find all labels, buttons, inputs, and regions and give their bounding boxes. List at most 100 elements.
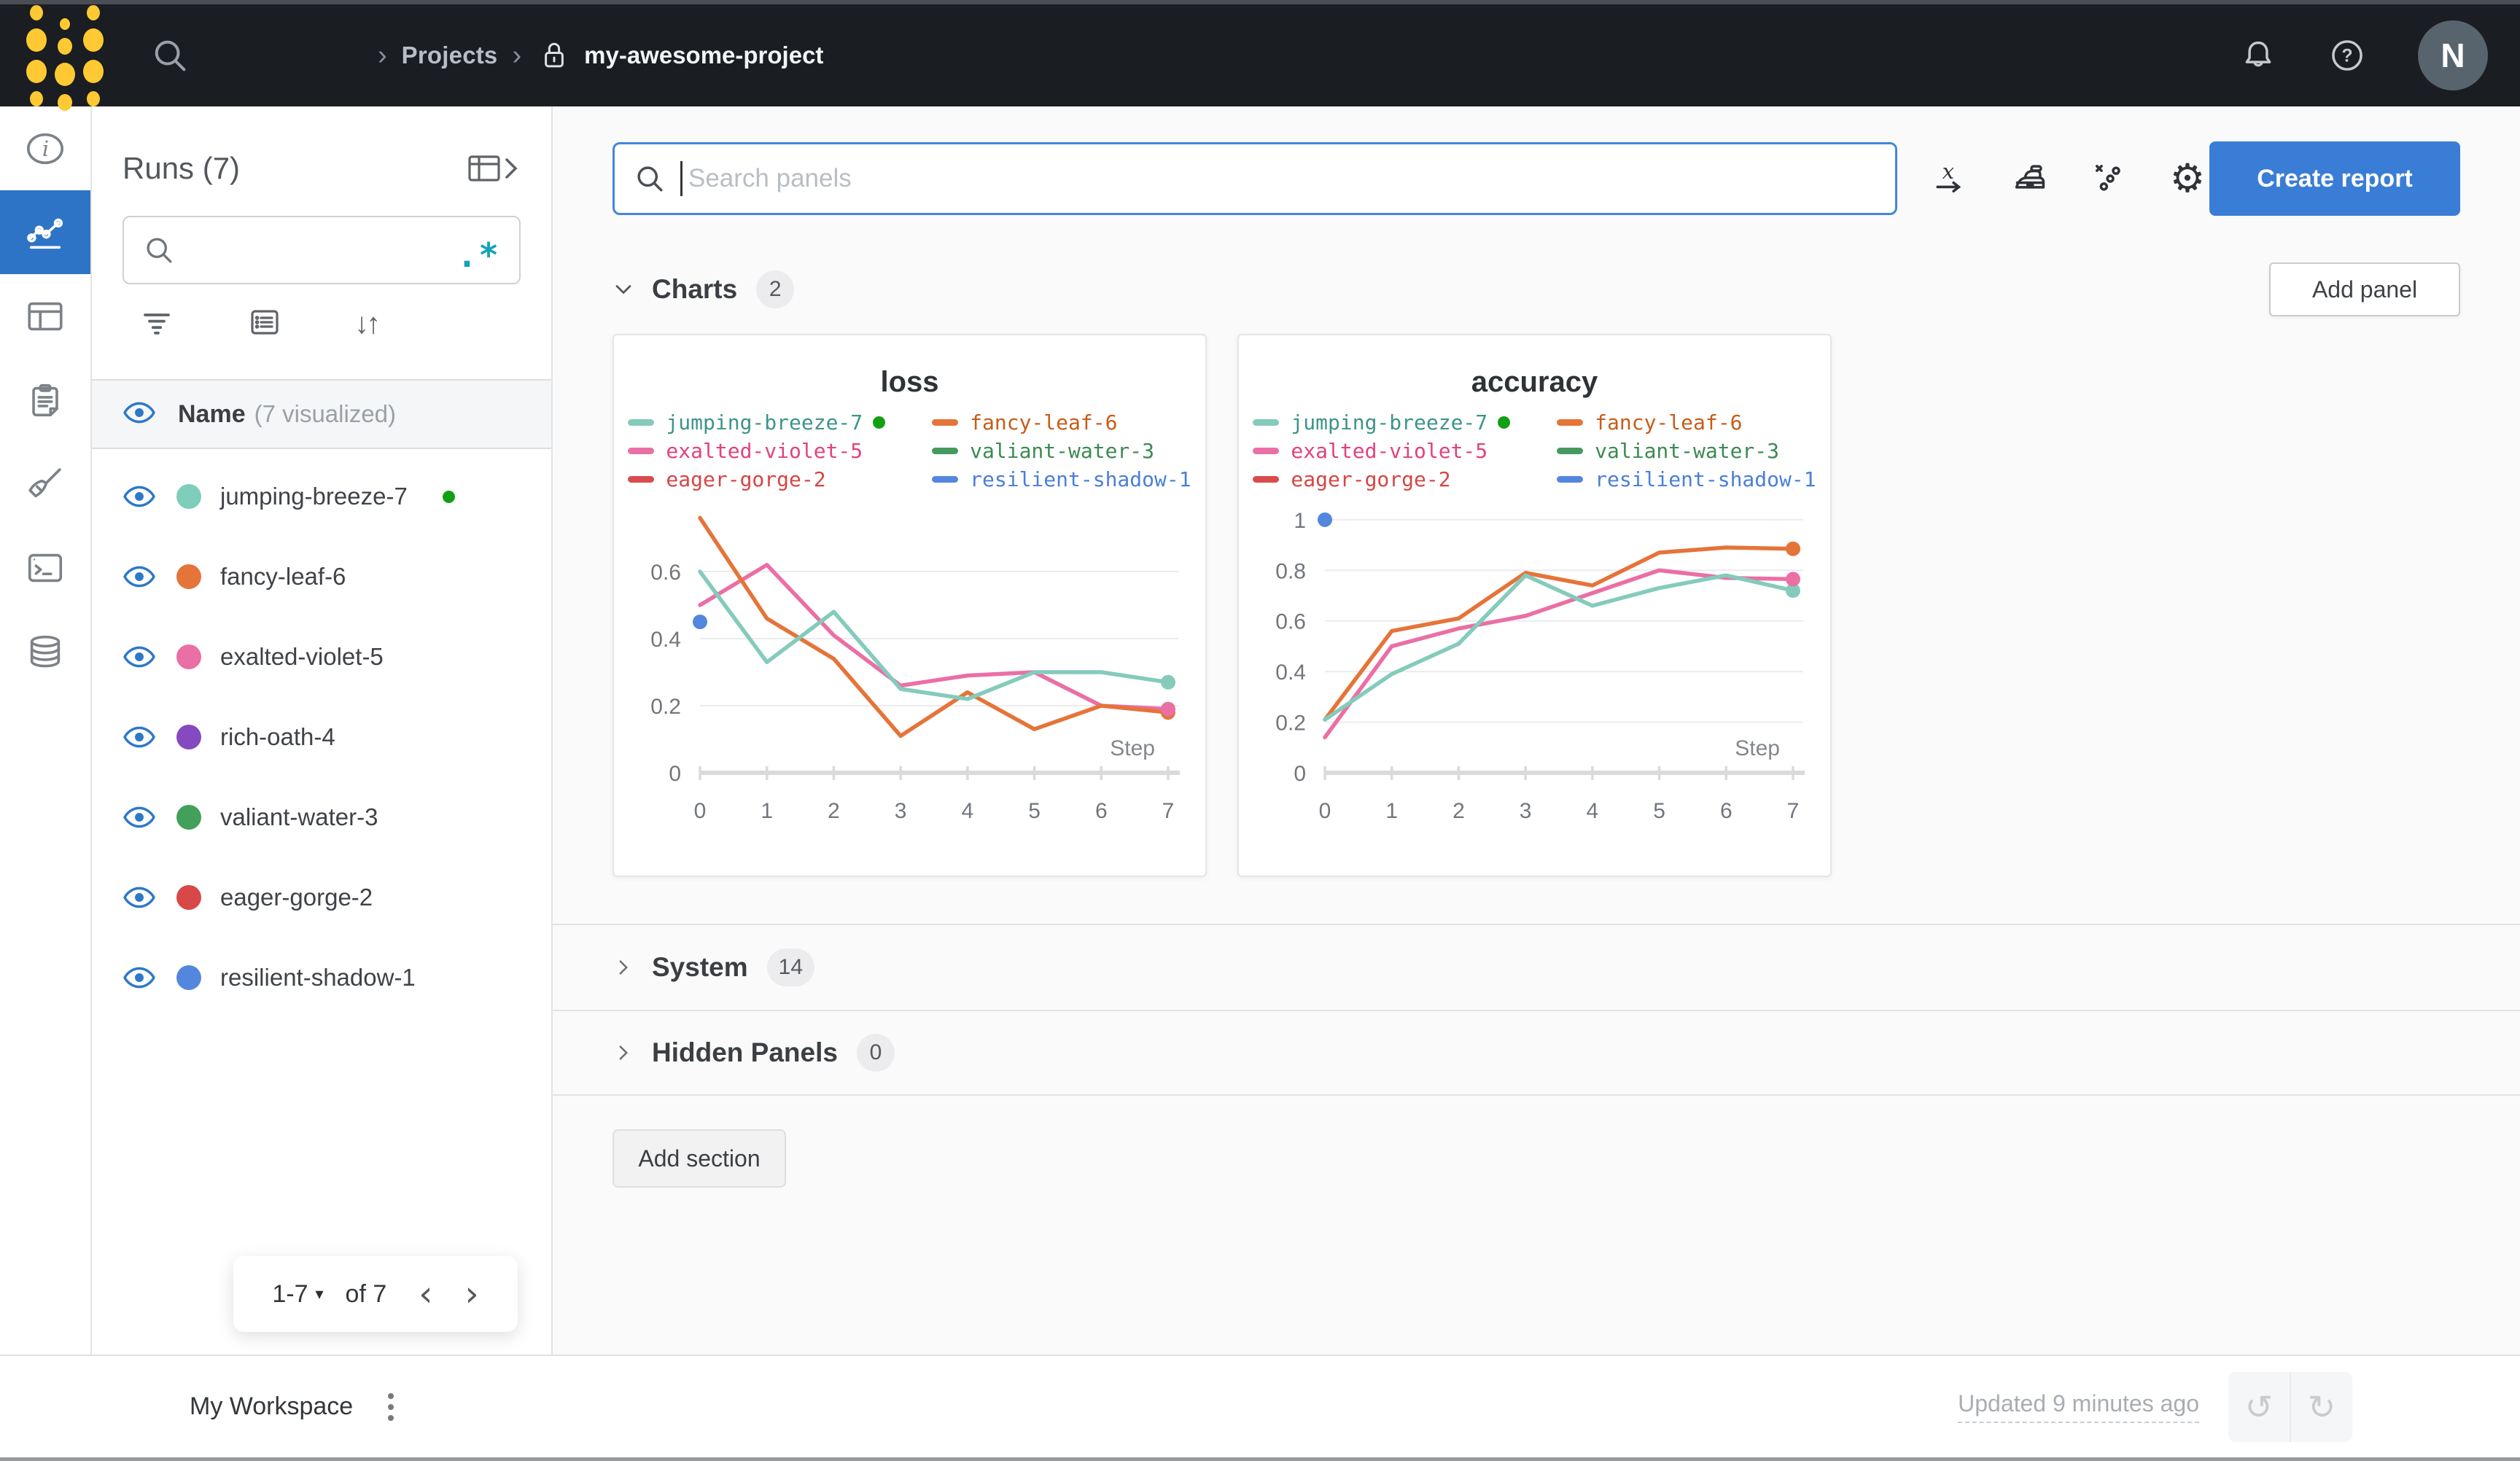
svg-text:1: 1 xyxy=(761,799,773,823)
previous-page-button[interactable]: ‹ xyxy=(419,1274,433,1314)
run-row-jumping-breeze-7[interactable]: jumping-breeze-7 xyxy=(122,456,521,537)
legend-swatch xyxy=(932,476,959,483)
section-system-header[interactable]: System 14 xyxy=(553,924,2520,1010)
visibility-eye-icon[interactable] xyxy=(122,961,156,994)
run-search-input[interactable]: .* xyxy=(122,216,521,284)
global-search-button[interactable] xyxy=(150,36,190,75)
add-section-button[interactable]: Add section xyxy=(612,1129,786,1188)
page-size-dropdown[interactable]: 1-7 ▾ xyxy=(272,1280,323,1309)
run-color-dot xyxy=(176,564,201,589)
add-panel-button[interactable]: Add panel xyxy=(2269,262,2460,316)
legend-entry-valiant-water-3[interactable]: valiant-water-3 xyxy=(1557,439,1816,463)
legend-entry-eager-gorge-2[interactable]: eager-gorge-2 xyxy=(628,467,885,491)
run-row-exalted-violet-5[interactable]: exalted-violet-5 xyxy=(122,617,521,697)
legend-entry-jumping-breeze-7[interactable]: jumping-breeze-7 xyxy=(1253,410,1511,435)
svg-text:2: 2 xyxy=(1452,799,1465,823)
rail-item-logs[interactable] xyxy=(0,526,90,609)
chevron-right-icon: › xyxy=(378,39,387,71)
workspace-menu-kebab-icon[interactable] xyxy=(381,1386,401,1428)
legend-entry-jumping-breeze-7[interactable]: jumping-breeze-7 xyxy=(628,410,886,435)
panels-icon xyxy=(27,218,63,249)
breadcrumb-projects-link[interactable]: Projects xyxy=(401,42,498,69)
svg-text:1: 1 xyxy=(1385,799,1398,823)
outliers-button[interactable] xyxy=(2090,160,2128,198)
run-live-indicator xyxy=(442,490,455,503)
visibility-eye-icon[interactable] xyxy=(122,881,156,914)
last-updated-status[interactable]: Updated 9 minutes ago xyxy=(1958,1390,2199,1423)
runs-list-header[interactable]: Name (7 visualized) xyxy=(92,379,551,449)
rail-item-sweeps[interactable] xyxy=(0,442,90,526)
chart-legend: jumping-breeze-7 fancy-leaf-6 exalted-viol… xyxy=(1239,410,1830,491)
visibility-eye-icon[interactable] xyxy=(122,560,156,593)
legend-entry-resilient-shadow-1[interactable]: resilient-shadow-1 xyxy=(1557,467,1816,491)
legend-entry-valiant-water-3[interactable]: valiant-water-3 xyxy=(932,439,1191,463)
rail-item-runs-table[interactable] xyxy=(0,274,90,358)
workspace-name[interactable]: My Workspace xyxy=(190,1392,354,1420)
section-hidden-panels-label: Hidden Panels xyxy=(652,1037,838,1067)
workspace-settings-gear-icon[interactable]: ⚙ xyxy=(2169,155,2206,201)
legend-swatch xyxy=(1253,448,1280,454)
text-caret xyxy=(680,161,682,196)
x-axis-settings-button[interactable]: x xyxy=(1932,160,1970,198)
section-charts-header[interactable]: Charts 2 Add panel xyxy=(612,262,2460,316)
wandb-logo[interactable] xyxy=(26,4,104,111)
legend-entry-eager-gorge-2[interactable]: eager-gorge-2 xyxy=(1253,467,1510,491)
legend-entry-exalted-violet-5[interactable]: exalted-violet-5 xyxy=(1253,439,1510,463)
rail-item-overview[interactable]: i xyxy=(0,106,90,190)
accuracy-line-chart[interactable]: 0 0.2 0.4 0.6 0.8 1 0 1 2 3 4 5 6 7 Step xyxy=(1239,493,1830,835)
visibility-eye-icon[interactable] xyxy=(122,640,156,674)
legend-entry-exalted-violet-5[interactable]: exalted-violet-5 xyxy=(628,439,885,463)
legend-label: resilient-shadow-1 xyxy=(970,467,1191,491)
run-row-fancy-leaf-6[interactable]: fancy-leaf-6 xyxy=(122,537,521,617)
breadcrumb-project-name[interactable]: my-awesome-project xyxy=(584,42,824,69)
legend-swatch xyxy=(628,419,655,426)
visibility-eye-icon[interactable] xyxy=(122,720,156,754)
outliers-scatter-icon xyxy=(2095,165,2120,191)
section-hidden-panels-header[interactable]: Hidden Panels 0 xyxy=(553,1010,2520,1096)
run-row-resilient-shadow-1[interactable]: resilient-shadow-1 xyxy=(122,938,521,1018)
svg-text:0: 0 xyxy=(669,762,681,786)
search-panels-input[interactable]: Search panels xyxy=(612,142,1897,215)
svg-text:?: ? xyxy=(2341,46,2352,66)
legend-entry-fancy-leaf-6[interactable]: fancy-leaf-6 xyxy=(932,410,1191,435)
run-row-eager-gorge-2[interactable]: eager-gorge-2 xyxy=(122,857,521,938)
rail-item-artifacts[interactable] xyxy=(0,609,90,693)
svg-text:3: 3 xyxy=(895,799,907,823)
toggle-all-visibility-eye-icon[interactable] xyxy=(122,396,156,433)
expand-runs-table-button[interactable] xyxy=(467,153,521,184)
regex-toggle-icon[interactable]: .* xyxy=(456,235,500,275)
chart-panel-accuracy[interactable]: accuracy jumping-breeze-7 fancy-leaf-6 exa… xyxy=(1237,334,1832,877)
rail-item-workspace[interactable] xyxy=(0,190,90,274)
run-color-dot xyxy=(176,805,201,830)
loss-line-chart[interactable]: 0 0.2 0.4 0.6 0 1 2 3 4 5 6 7 Step xyxy=(614,493,1205,835)
visibility-eye-icon[interactable] xyxy=(122,396,156,429)
help-button[interactable]: ? xyxy=(2322,30,2373,81)
run-list-controls: ↓↑ xyxy=(122,306,521,341)
smoothing-button[interactable] xyxy=(2011,160,2049,198)
notifications-button[interactable] xyxy=(2233,30,2284,81)
left-icon-rail: i xyxy=(0,106,92,1355)
next-page-button[interactable]: › xyxy=(464,1274,479,1314)
legend-entry-fancy-leaf-6[interactable]: fancy-leaf-6 xyxy=(1557,410,1816,435)
svg-text:6: 6 xyxy=(1095,799,1108,823)
visibility-eye-icon[interactable] xyxy=(122,800,156,834)
svg-text:7: 7 xyxy=(1787,799,1800,823)
filter-button[interactable] xyxy=(139,305,175,343)
sort-icon[interactable]: ↓↑ xyxy=(354,307,381,340)
legend-label: exalted-violet-5 xyxy=(666,439,863,463)
group-button[interactable] xyxy=(246,305,283,343)
search-icon xyxy=(155,40,186,71)
run-row-valiant-water-3[interactable]: valiant-water-3 xyxy=(122,777,521,857)
avatar[interactable]: N xyxy=(2418,20,2488,90)
create-report-button[interactable]: Create report xyxy=(2209,141,2460,216)
chart-panel-loss[interactable]: loss jumping-breeze-7 fancy-leaf-6 exalted… xyxy=(612,334,1207,877)
rail-item-reports[interactable] xyxy=(0,358,90,442)
undo-button[interactable]: ↺ xyxy=(2244,1387,2274,1427)
visibility-eye-icon[interactable] xyxy=(122,480,156,513)
legend-entry-resilient-shadow-1[interactable]: resilient-shadow-1 xyxy=(932,467,1191,491)
run-row-rich-oath-4[interactable]: rich-oath-4 xyxy=(122,697,521,777)
svg-text:0.8: 0.8 xyxy=(1275,559,1306,583)
section-system-label: System xyxy=(652,952,748,982)
redo-button[interactable]: ↻ xyxy=(2307,1387,2336,1427)
table-icon xyxy=(468,155,500,182)
